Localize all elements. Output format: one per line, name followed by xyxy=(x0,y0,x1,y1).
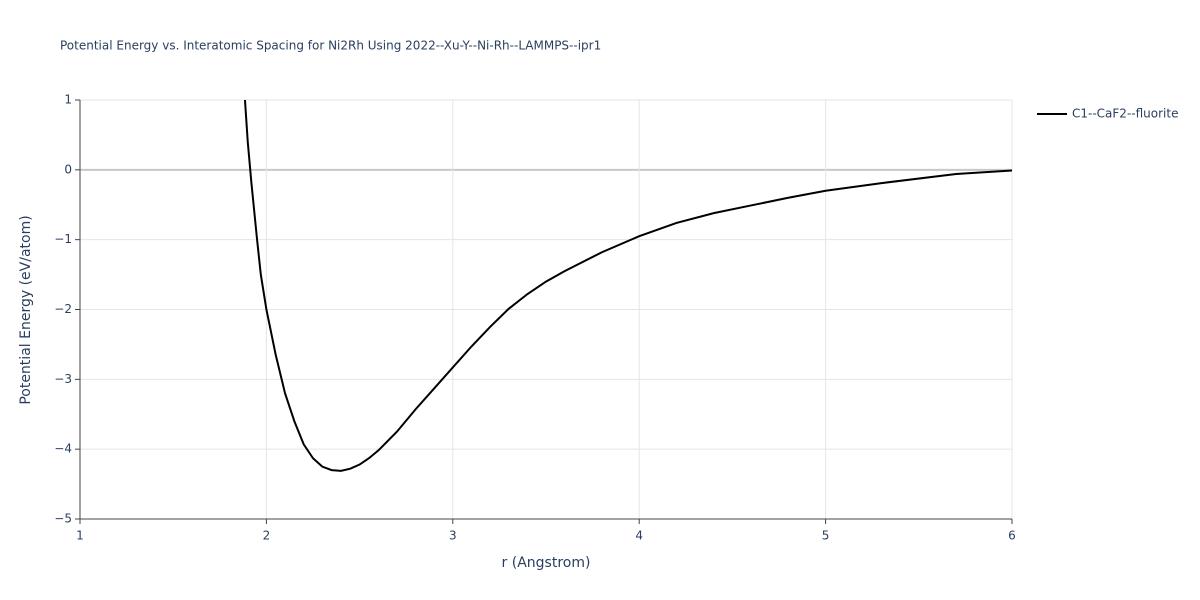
x-tick-label: 5 xyxy=(822,529,830,543)
y-tick-label: −2 xyxy=(54,302,72,316)
y-tick-label: −4 xyxy=(54,442,72,456)
x-tick-label: 4 xyxy=(635,529,643,543)
x-axis-title: r (Angstrom) xyxy=(502,555,591,571)
chart-title: Potential Energy vs. Interatomic Spacing… xyxy=(60,39,601,53)
y-tick-label: 0 xyxy=(64,162,72,176)
x-tick-label: 1 xyxy=(76,529,84,543)
x-tick-label: 3 xyxy=(449,529,457,543)
y-tick-label: −3 xyxy=(54,372,72,386)
y-axis-title: Potential Energy (eV/atom) xyxy=(18,215,34,404)
x-tick-label: 2 xyxy=(263,529,271,543)
y-tick-label: −1 xyxy=(54,232,72,246)
legend-label: C1--CaF2--fluorite xyxy=(1072,107,1178,121)
y-tick-label: −5 xyxy=(54,512,72,526)
data-line xyxy=(243,99,1013,472)
x-tick-label: 6 xyxy=(1008,529,1016,543)
y-tick-label: 1 xyxy=(64,93,72,107)
